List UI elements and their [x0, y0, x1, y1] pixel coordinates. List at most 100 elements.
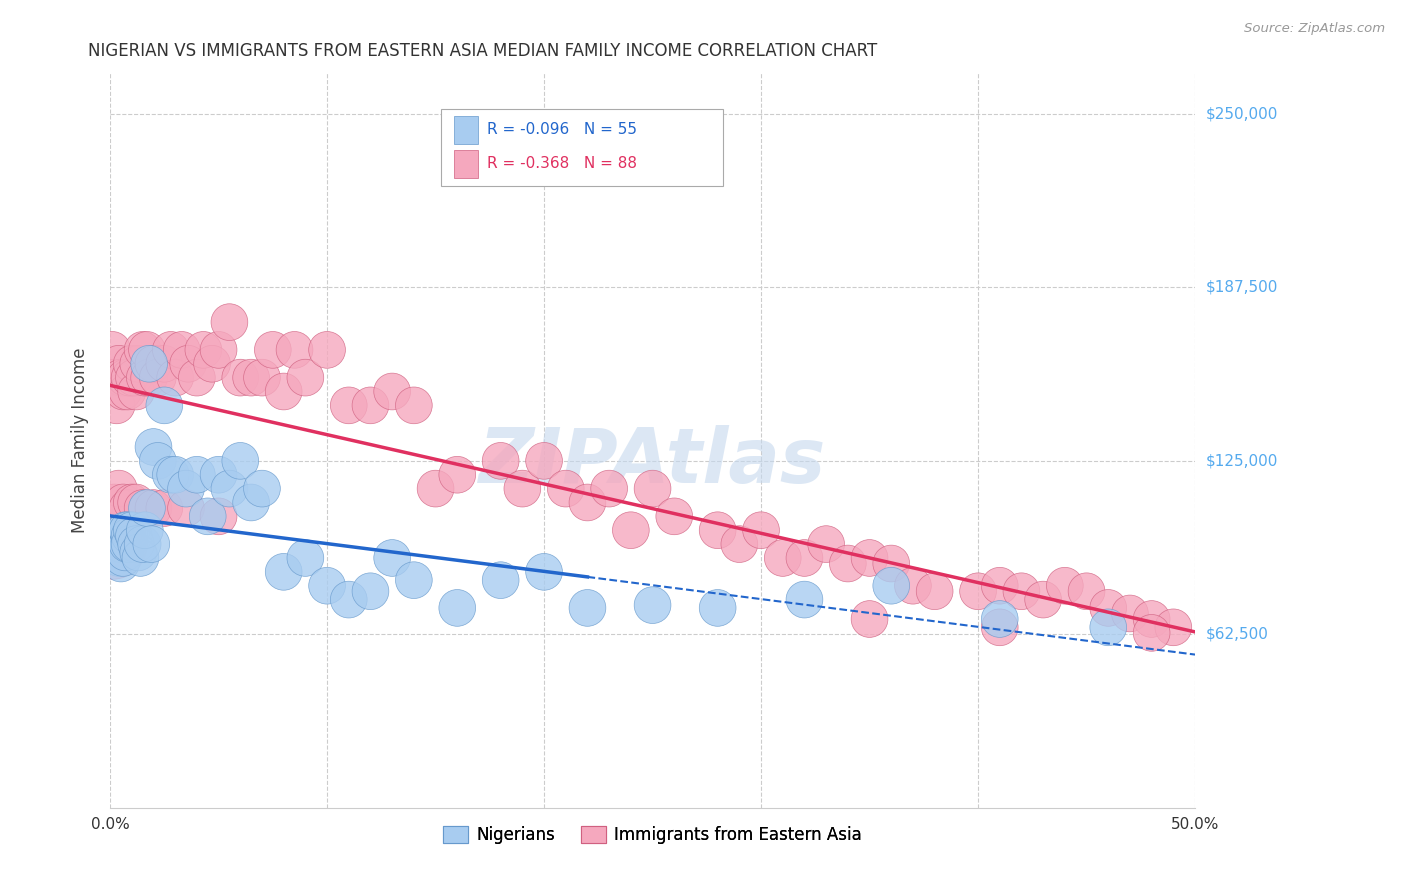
Point: [121, 357, 143, 371]
Point: [122, 370, 145, 384]
Point: [142, 501, 165, 516]
Point: [110, 537, 132, 551]
Point: [122, 529, 145, 543]
Point: [967, 584, 990, 599]
Point: [815, 537, 838, 551]
Point: [153, 357, 176, 371]
Point: [1097, 620, 1119, 634]
Point: [207, 509, 229, 524]
Point: [554, 482, 576, 496]
Point: [250, 482, 273, 496]
Text: $62,500: $62,500: [1206, 627, 1270, 641]
FancyBboxPatch shape: [454, 150, 478, 178]
Point: [101, 537, 124, 551]
Point: [576, 601, 599, 615]
Point: [129, 551, 152, 566]
Text: ZIPAtlas: ZIPAtlas: [479, 425, 827, 500]
Point: [706, 523, 728, 537]
Point: [174, 482, 197, 496]
Point: [127, 545, 149, 559]
Point: [641, 482, 664, 496]
Point: [294, 551, 316, 566]
Point: [337, 398, 360, 412]
Point: [117, 537, 139, 551]
Point: [101, 370, 124, 384]
Point: [131, 501, 153, 516]
Point: [103, 370, 125, 384]
Point: [728, 537, 751, 551]
Point: [134, 523, 156, 537]
Text: $125,000: $125,000: [1206, 453, 1278, 468]
Point: [138, 370, 160, 384]
Point: [118, 529, 141, 543]
Point: [858, 612, 880, 626]
Point: [142, 440, 165, 454]
Point: [118, 537, 141, 551]
Point: [121, 523, 143, 537]
Point: [197, 509, 219, 524]
Point: [901, 579, 924, 593]
Text: NIGERIAN VS IMMIGRANTS FROM EASTERN ASIA MEDIAN FAMILY INCOME CORRELATION CHART: NIGERIAN VS IMMIGRANTS FROM EASTERN ASIA…: [89, 42, 877, 60]
Point: [446, 467, 468, 482]
Point: [141, 537, 163, 551]
Point: [165, 467, 187, 482]
Point: [153, 398, 176, 412]
Text: R = -0.096   N = 55: R = -0.096 N = 55: [486, 122, 637, 137]
Point: [381, 551, 404, 566]
Point: [283, 343, 305, 357]
Point: [114, 370, 136, 384]
Point: [489, 573, 512, 587]
Point: [112, 529, 135, 543]
Point: [489, 454, 512, 468]
Point: [381, 384, 404, 399]
Point: [107, 537, 129, 551]
Point: [706, 601, 728, 615]
Point: [402, 573, 425, 587]
Point: [117, 501, 139, 516]
Point: [359, 398, 381, 412]
Text: Source: ZipAtlas.com: Source: ZipAtlas.com: [1244, 22, 1385, 36]
Point: [207, 467, 229, 482]
Point: [125, 495, 148, 509]
Point: [110, 557, 132, 571]
Point: [793, 592, 815, 607]
Point: [425, 482, 447, 496]
Point: [250, 370, 273, 384]
Point: [512, 482, 534, 496]
Point: [218, 315, 240, 329]
Point: [101, 537, 124, 551]
Point: [262, 343, 284, 357]
Text: $250,000: $250,000: [1206, 106, 1278, 121]
Point: [1032, 592, 1054, 607]
Point: [177, 357, 200, 371]
Point: [153, 501, 176, 516]
Point: [142, 357, 165, 371]
Point: [316, 579, 339, 593]
Point: [134, 370, 156, 384]
Point: [664, 509, 686, 524]
Point: [138, 357, 160, 371]
Point: [101, 343, 124, 357]
Point: [112, 384, 135, 399]
Point: [170, 343, 193, 357]
Text: R = -0.368   N = 88: R = -0.368 N = 88: [486, 156, 637, 171]
Point: [988, 620, 1011, 634]
Point: [146, 454, 169, 468]
Point: [988, 612, 1011, 626]
Point: [105, 529, 128, 543]
Point: [165, 370, 187, 384]
Point: [146, 370, 169, 384]
Point: [598, 482, 620, 496]
Point: [114, 523, 136, 537]
Point: [1053, 579, 1076, 593]
Point: [117, 523, 139, 537]
Point: [174, 501, 197, 516]
Point: [186, 370, 208, 384]
Point: [1119, 607, 1142, 621]
Point: [533, 454, 555, 468]
Point: [131, 343, 153, 357]
Point: [112, 495, 135, 509]
Point: [988, 579, 1011, 593]
Point: [1010, 584, 1032, 599]
Point: [229, 370, 252, 384]
